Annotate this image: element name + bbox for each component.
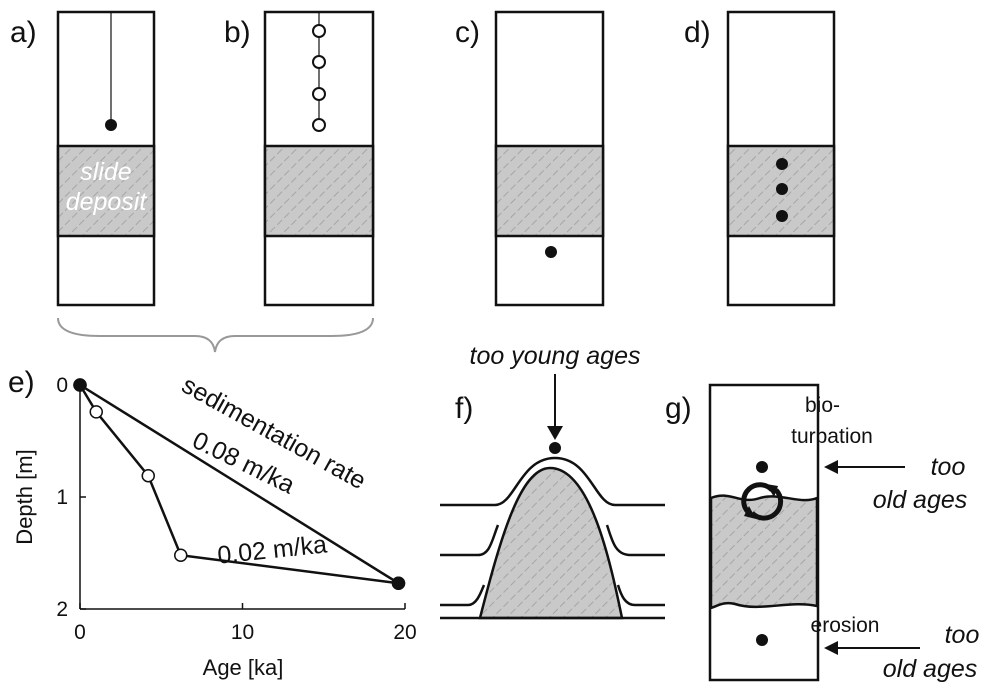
slide-deposit (496, 146, 603, 236)
data-point (90, 406, 102, 418)
annotation: 0.02 m/ka (216, 530, 328, 569)
slide-deposit (711, 496, 817, 608)
panel-label: a) (10, 16, 37, 49)
annotation: old ages (873, 486, 968, 514)
arrow-head (547, 426, 563, 440)
annotation: old ages (883, 655, 978, 683)
data-point (175, 549, 187, 561)
annotation: turbation (791, 425, 873, 448)
sample-dot (756, 461, 768, 473)
y-tick-label: 0 (56, 374, 68, 397)
panel-label: d) (684, 16, 711, 49)
x-tick-label: 0 (74, 621, 86, 644)
annotation: too (931, 453, 966, 481)
panel-d: d) (684, 12, 834, 305)
panel-g: g) bio- turbation too old ages erosion t… (665, 385, 979, 683)
panel-label: f) (455, 392, 473, 425)
annotation: slide (80, 158, 131, 186)
annotation: too young ages (470, 342, 641, 370)
sample-dot (549, 442, 561, 454)
y-axis-label: Depth [m] (12, 449, 37, 544)
sample-dot (545, 246, 557, 258)
panel-c: c) (455, 12, 603, 305)
panel-e: e) Age [ka] Depth [m] sedimentation rate… (8, 366, 405, 680)
mound (480, 468, 622, 618)
y-tick-label: 1 (56, 486, 68, 509)
sample-dot (756, 634, 768, 646)
arrow-head (824, 641, 838, 655)
brace (58, 318, 373, 352)
annotation: erosion (811, 614, 880, 637)
panel-label: c) (455, 16, 480, 49)
arrow-head (824, 460, 838, 474)
data-point (142, 470, 154, 482)
slide-deposit (265, 146, 373, 236)
panel-label: g) (665, 392, 692, 425)
panel-label: e) (8, 366, 35, 399)
x-tick-label: 20 (393, 621, 416, 644)
figure: a) slide deposit b) c) d) e) Age [ka] De… (0, 0, 992, 693)
sample-dots (776, 158, 788, 222)
panel-label: b) (224, 16, 251, 49)
annotation: bio- (805, 394, 840, 417)
sample-dot (105, 119, 117, 131)
annotation: deposit (66, 188, 148, 216)
y-tick-label: 2 (56, 598, 68, 621)
x-tick-label: 10 (231, 621, 254, 644)
x-axis-label: Age [ka] (203, 655, 284, 680)
annotation: too (945, 621, 980, 649)
data-point (74, 379, 86, 391)
data-point (393, 577, 405, 589)
panel-b: b) (224, 12, 373, 305)
panel-a: a) slide deposit (10, 12, 154, 305)
panel-f: f) too young ages (440, 342, 665, 618)
